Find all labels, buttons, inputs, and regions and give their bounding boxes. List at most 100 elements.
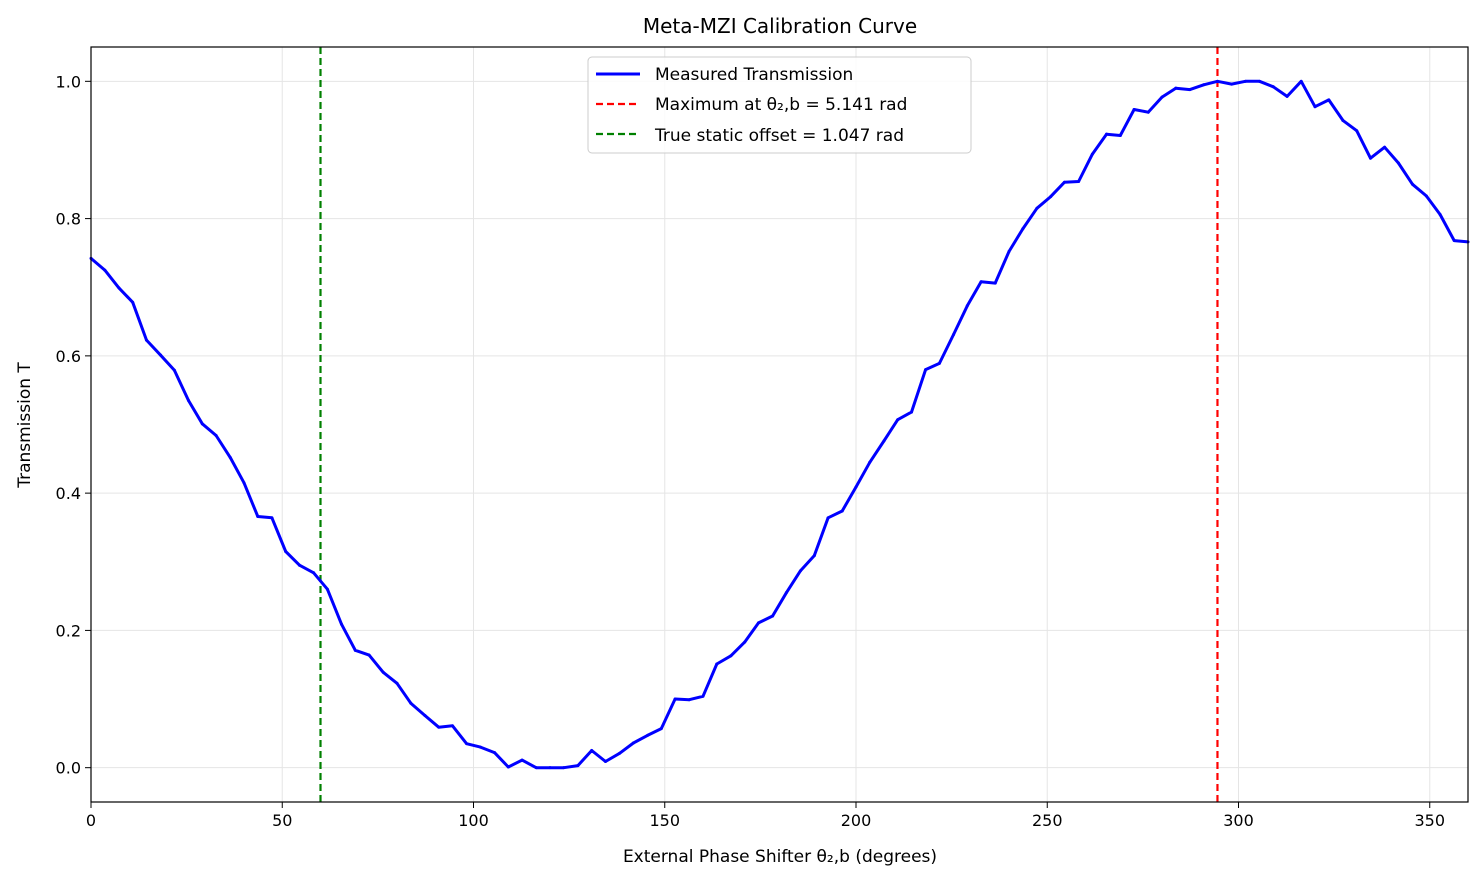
y-tick-label: 0.6 [56,347,81,366]
data-point [1105,132,1109,136]
data-point [1327,98,1331,102]
data-point [159,353,163,357]
data-point [687,698,691,702]
data-point [353,648,357,652]
data-point [1160,95,1164,99]
data-point [1007,250,1011,254]
data-point [896,418,900,422]
data-point [854,485,858,489]
data-point [965,304,969,308]
data-point [952,333,956,337]
data-point [1049,195,1053,199]
legend-label-measured: Measured Transmission [655,65,853,85]
data-point [882,439,886,443]
data-point [297,563,301,567]
data-point [590,749,594,753]
series-line-measured-transmission [90,79,1469,770]
data-point [1438,212,1442,216]
y-tick-label: 0.0 [56,759,81,778]
data-point [743,640,747,644]
data-point [1202,83,1206,87]
data-point [1132,107,1136,111]
data-point [423,714,427,718]
data-point [214,433,218,437]
data-point [228,455,232,459]
data-point [646,733,650,737]
y-tick-label: 0.8 [56,210,81,229]
legend-label-maximum: Maximum at θ₂,b = 5.141 rad [655,95,907,115]
x-tick-label: 100 [458,811,489,830]
data-point [799,569,803,573]
data-point [465,742,469,746]
data-point [325,587,329,591]
series-lines [89,79,1470,770]
data-point [187,398,191,402]
data-point [909,410,913,414]
data-point [1215,79,1219,83]
chart-title: Meta-MZI Calibration Curve [643,14,917,38]
data-point [1118,134,1122,138]
data-point [242,481,246,485]
data-point [1174,86,1178,90]
data-point [1383,145,1387,149]
data-point [478,745,482,749]
x-axis: 0 50 100 150 200 250 300 350 [86,802,1445,830]
data-point [826,516,830,520]
data-point [1424,194,1428,198]
data-point [1258,79,1262,83]
y-tick-label: 1.0 [56,72,81,91]
data-point [1341,118,1345,122]
data-point [562,766,566,770]
data-point [603,760,607,764]
x-tick-label: 350 [1414,811,1445,830]
x-tick-label: 150 [649,811,680,830]
y-axis-title: Transmission T [15,362,35,489]
data-point [520,758,524,762]
x-tick-label: 300 [1223,811,1254,830]
data-point [450,724,454,728]
data-point [381,670,385,674]
data-point [631,741,635,745]
legend-box [587,56,972,154]
data-point [840,509,844,513]
data-point [771,614,775,618]
y-axis: 0.0 0.2 0.4 0.6 0.8 1.0 [56,72,91,778]
data-point [993,281,997,285]
data-point [548,766,552,770]
x-tick-label: 200 [841,811,872,830]
y-tick-label: 0.4 [56,484,81,503]
data-point [144,338,148,342]
data-point [1396,161,1400,165]
data-point [1188,88,1192,92]
data-point [493,751,497,755]
data-point [1243,79,1247,83]
data-point [409,701,413,705]
data-point [924,368,928,372]
data-point [367,653,371,657]
data-point [117,286,121,290]
data-point [729,654,733,658]
data-point [534,766,538,770]
data-point [312,571,316,575]
data-point [1313,105,1317,109]
data-point [506,765,510,769]
reference-lines [319,47,1219,802]
data-point [256,514,260,518]
data-point [812,554,816,558]
data-point [673,697,677,701]
data-point [172,368,176,372]
data-point [1077,180,1081,184]
data-point [270,516,274,520]
data-point [868,460,872,464]
data-point [1021,227,1025,231]
x-tick-label: 250 [1032,811,1063,830]
data-point [1146,110,1150,114]
data-point [200,422,204,426]
y-tick-label: 0.2 [56,621,81,640]
data-point [395,681,399,685]
data-point [756,621,760,625]
data-point [784,591,788,595]
data-point [1411,182,1415,186]
data-point [659,727,663,731]
